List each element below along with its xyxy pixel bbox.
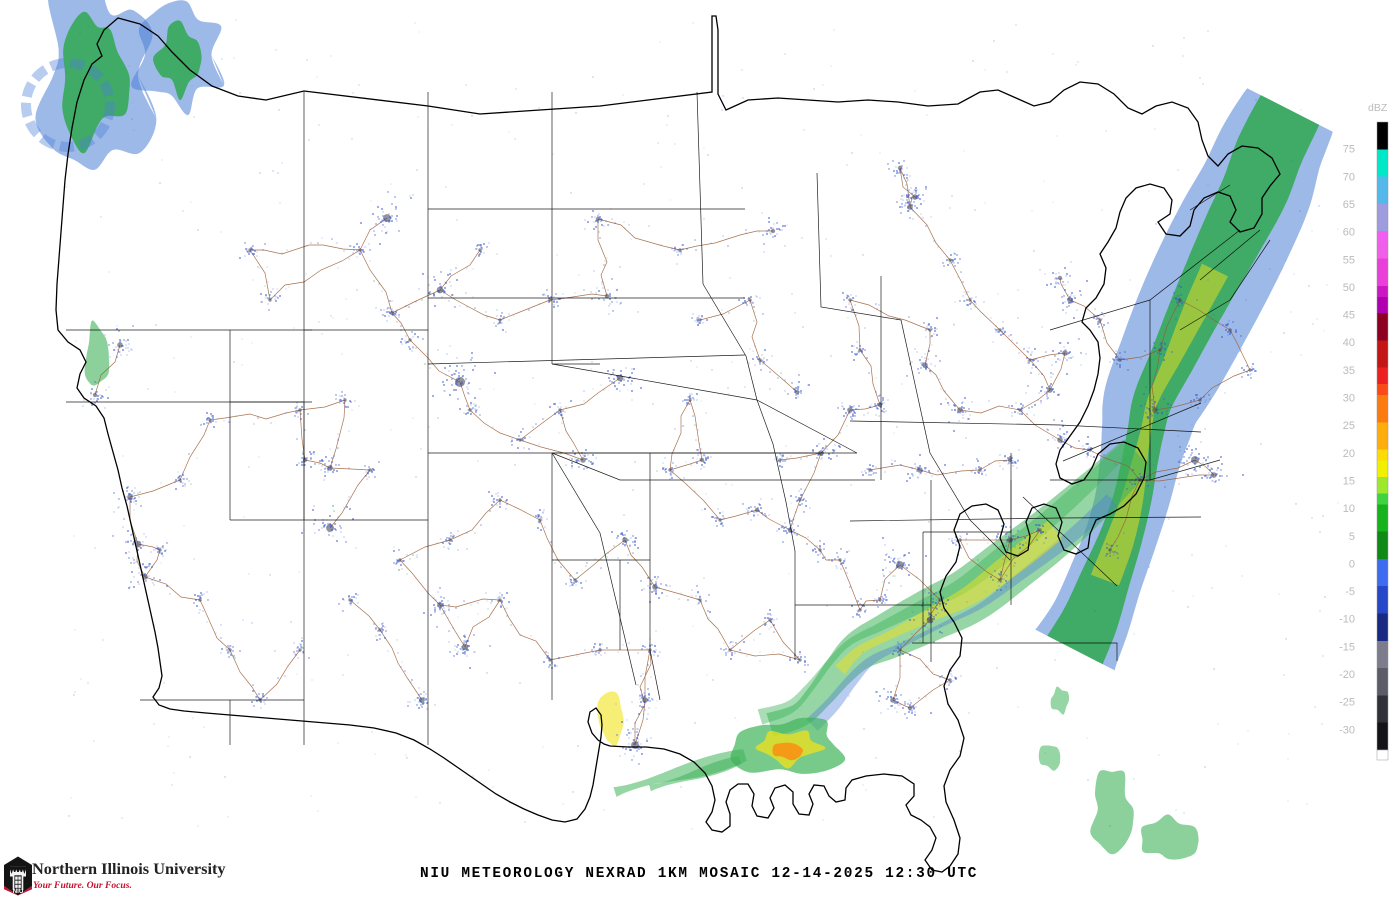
svg-text:35: 35 <box>1343 365 1355 377</box>
svg-text:-10: -10 <box>1339 614 1355 626</box>
svg-text:50: 50 <box>1343 282 1355 294</box>
svg-text:40: 40 <box>1343 337 1355 349</box>
svg-text:-25: -25 <box>1339 697 1355 709</box>
svg-text:10: 10 <box>1343 503 1355 515</box>
svg-text:55: 55 <box>1343 254 1355 266</box>
svg-text:-20: -20 <box>1339 669 1355 681</box>
svg-text:-5: -5 <box>1345 586 1355 598</box>
svg-text:30: 30 <box>1343 393 1355 405</box>
svg-text:65: 65 <box>1343 199 1355 211</box>
svg-text:70: 70 <box>1343 171 1355 183</box>
svg-text:45: 45 <box>1343 310 1355 322</box>
svg-text:75: 75 <box>1343 144 1355 156</box>
svg-text:-30: -30 <box>1339 724 1355 736</box>
svg-text:15: 15 <box>1343 476 1355 488</box>
svg-text:dBZ: dBZ <box>1368 102 1388 114</box>
svg-text:20: 20 <box>1343 448 1355 460</box>
svg-text:5: 5 <box>1349 531 1355 543</box>
svg-text:NIU: NIU <box>13 888 24 895</box>
svg-text:25: 25 <box>1343 420 1355 432</box>
svg-text:0: 0 <box>1349 558 1355 570</box>
svg-text:-15: -15 <box>1339 641 1355 653</box>
svg-text:60: 60 <box>1343 227 1355 239</box>
